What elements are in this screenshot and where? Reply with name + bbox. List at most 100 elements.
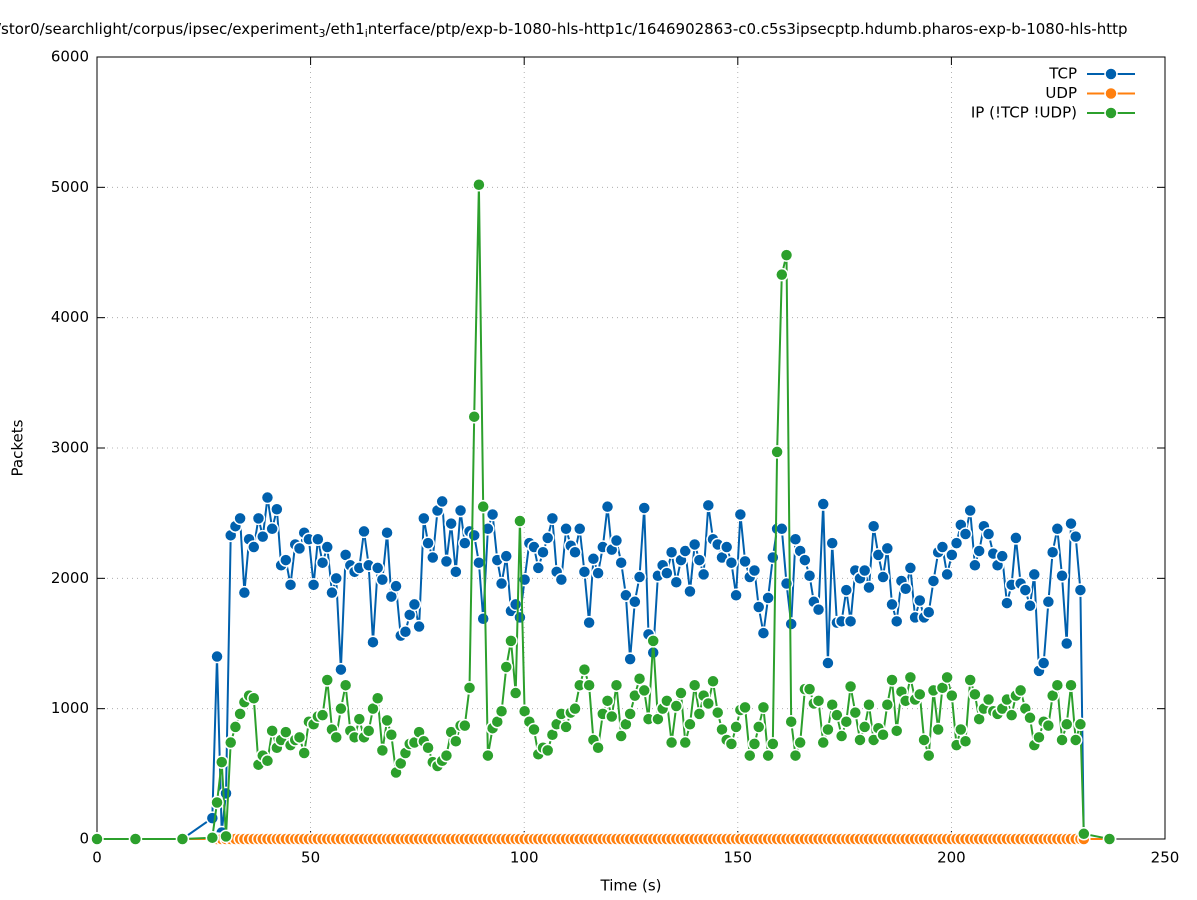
data-point (361, 724, 376, 738)
data-point (315, 708, 330, 722)
data-point (766, 550, 780, 565)
data-point (421, 741, 435, 755)
data-point (1050, 678, 1065, 692)
data-point (766, 737, 780, 751)
data-point (219, 829, 233, 844)
data-point (1041, 595, 1056, 609)
data-point (568, 545, 582, 560)
data-point (793, 735, 807, 750)
data-point (513, 610, 527, 625)
data-point (669, 575, 684, 589)
data-point (591, 741, 605, 755)
legend-label: IP (!TCP !UDP) (971, 104, 1077, 122)
data-point (913, 687, 927, 702)
data-point (210, 795, 224, 810)
data-point (954, 722, 968, 737)
data-point (619, 588, 633, 603)
data-point (279, 553, 293, 567)
data-point (600, 694, 615, 708)
data-point (678, 735, 693, 750)
data-point (784, 714, 798, 729)
data-point (637, 501, 651, 515)
data-point (811, 694, 826, 708)
data-point (876, 570, 890, 584)
data-point (1064, 516, 1078, 531)
data-point (775, 267, 789, 282)
data-point (719, 540, 734, 554)
data-point (683, 584, 697, 599)
data-point (738, 700, 752, 715)
data-point (247, 691, 261, 705)
data-point (811, 602, 826, 617)
data-point (494, 576, 509, 591)
data-point (591, 566, 605, 580)
data-point (467, 409, 481, 424)
data-point (582, 678, 596, 692)
data-point (205, 830, 220, 845)
title-part: /eth1 (326, 20, 365, 38)
data-point (279, 725, 293, 739)
data-point (632, 671, 647, 686)
data-point (205, 811, 220, 825)
data-point (1004, 708, 1019, 722)
data-point (821, 722, 835, 737)
data-point (623, 652, 637, 666)
data-point (329, 730, 343, 745)
data-point (90, 832, 104, 846)
y-tick-label: 3000 (51, 439, 89, 457)
data-point (802, 682, 817, 696)
data-point (788, 532, 803, 546)
data-point (247, 540, 261, 554)
data-point (857, 563, 872, 578)
data-point (903, 670, 918, 685)
data-point (223, 735, 238, 750)
data-point (898, 582, 913, 596)
data-point (751, 720, 766, 734)
data-point (839, 583, 854, 597)
data-point (1032, 730, 1046, 745)
data-point (609, 533, 624, 548)
data-point (233, 707, 247, 721)
data-point (435, 494, 449, 509)
data-point (605, 709, 619, 724)
data-point (283, 578, 298, 592)
data-point (481, 522, 495, 536)
data-point (499, 660, 514, 674)
data-point (876, 727, 890, 742)
data-point (1018, 583, 1033, 597)
data-point (375, 572, 390, 587)
data-point (632, 570, 647, 584)
data-point (297, 746, 311, 760)
data-point (940, 670, 954, 685)
data-point (1055, 733, 1069, 747)
data-point (646, 634, 660, 648)
data-point (582, 615, 596, 630)
y-tick-label: 0 (79, 830, 89, 848)
data-point (687, 537, 702, 552)
chart-title: /stor0/searchlight/corpus/ipsec/experime… (0, 20, 1128, 41)
data-point (995, 549, 1009, 563)
data-point (756, 700, 771, 715)
data-point (687, 678, 702, 692)
data-point (683, 717, 697, 732)
data-point (926, 574, 941, 588)
data-point (458, 536, 472, 550)
data-point (853, 733, 867, 747)
data-point (756, 626, 771, 640)
data-point (885, 597, 899, 612)
data-point (417, 511, 431, 526)
data-point (761, 591, 775, 605)
data-point (334, 662, 348, 677)
y-tick-label: 2000 (51, 569, 89, 587)
data-point (963, 673, 977, 687)
data-point (421, 536, 435, 550)
data-point (210, 649, 224, 664)
data-point (265, 724, 279, 738)
data-point (315, 555, 330, 570)
legend-marker (1104, 106, 1118, 120)
data-point (320, 540, 335, 554)
data-point (637, 683, 651, 698)
data-point (664, 545, 679, 560)
data-point (889, 614, 904, 629)
data-point (802, 568, 817, 583)
